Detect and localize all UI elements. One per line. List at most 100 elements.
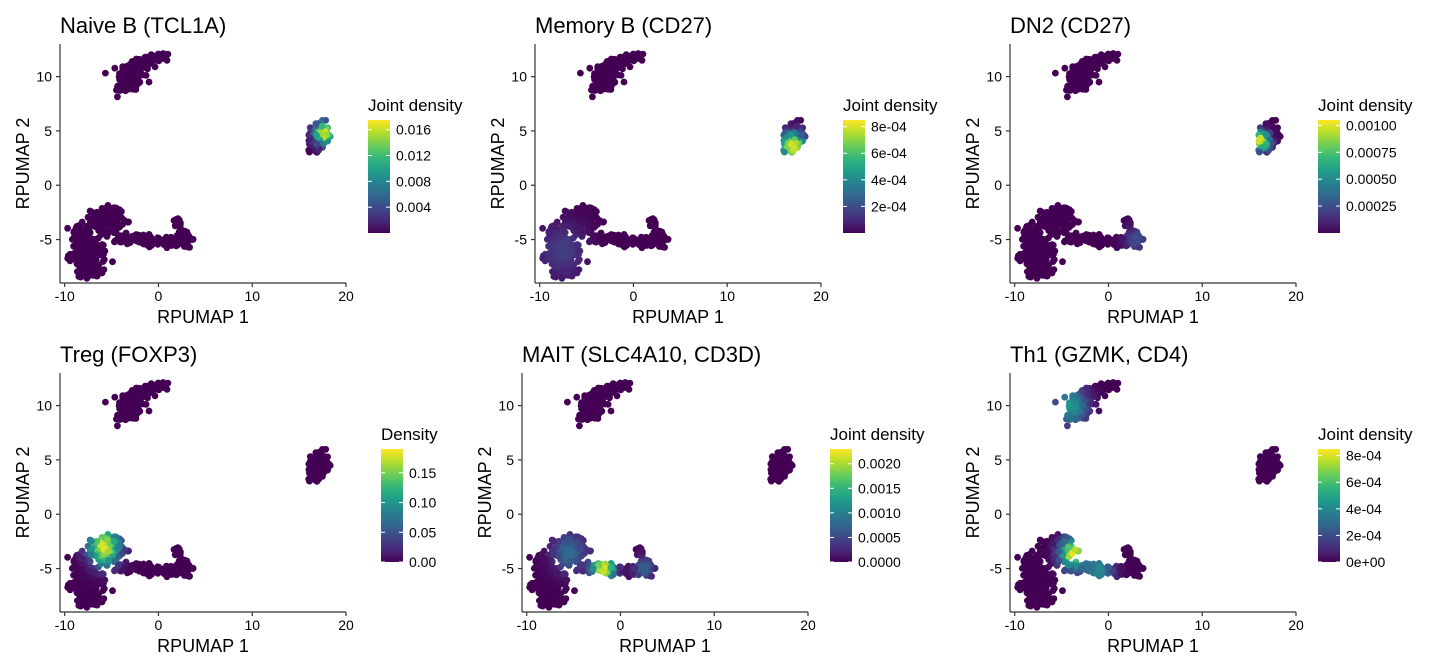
data-point [613,239,621,246]
data-point [1027,231,1035,239]
data-point [550,545,558,553]
x-tick-label: 20 [1288,288,1304,304]
data-point [1098,241,1105,249]
data-point [114,93,121,101]
data-point [579,219,587,227]
y-tick-label: 0 [44,506,52,522]
data-point [115,233,122,240]
data-point [151,392,159,400]
data-point [306,453,314,460]
y-axis-label: RPUMAP 2 [13,447,33,539]
data-point [594,384,602,392]
data-point [573,393,581,401]
data-point [133,232,141,240]
data-point [169,565,176,573]
data-point [172,571,180,579]
y-tick-label: 5 [44,123,52,139]
data-point [617,72,625,79]
data-point [189,564,197,572]
chart-title: Memory B (CD27) [535,13,712,38]
data-point [96,267,103,275]
data-point [1092,72,1100,79]
data-point [619,59,627,66]
legend-tick-label: 0.10 [409,495,436,511]
x-axis-label: RPUMAP 1 [157,307,249,327]
y-tick-label: 10 [511,69,527,85]
data-point [568,208,576,216]
data-point [1090,64,1098,71]
data-point [576,247,584,255]
y-tick-label: 0 [519,177,527,193]
data-point [1025,252,1033,260]
data-point [155,563,163,571]
data-point [148,241,156,249]
data-point [164,50,172,58]
data-point [603,72,611,80]
data-point [105,228,113,235]
data-point [652,219,659,227]
x-tick-label: -10 [1005,288,1025,304]
data-point [1059,258,1066,266]
data-point [1048,241,1056,248]
legend-tick-label: 0.016 [396,122,431,138]
data-point [656,234,664,241]
data-point [632,52,640,59]
data-point [115,214,122,222]
data-point [1127,219,1134,227]
data-point [661,243,668,251]
data-point [1088,239,1096,246]
data-point [534,566,542,574]
data-point [157,52,165,59]
data-point [619,381,627,388]
data-point [115,543,122,551]
umap-panel: DN2 (CD27) -10 0 10 20 -5 0 5 10 RPUMAP 1 RPUMAP 2… [950,0,1425,330]
data-point [104,219,112,227]
data-point [774,449,782,457]
legend-tick-label: 0.012 [396,148,431,164]
data-point [596,80,603,87]
data-point [561,587,569,594]
data-point [547,237,555,245]
data-point [1028,218,1036,226]
data-point [526,553,533,561]
data-point [533,559,541,567]
data-point [111,393,119,401]
data-point [71,230,79,238]
legend-tick-label: 0.004 [396,199,431,215]
legend-tick-label: 0.15 [409,465,436,481]
data-point [186,572,194,580]
data-point [83,603,91,611]
data-point [75,581,83,589]
data-point [127,236,135,244]
data-point [90,570,98,577]
data-point [98,241,106,248]
data-point [626,379,634,387]
y-tick-label: 5 [44,452,52,468]
data-point [1040,252,1048,260]
data-point [1038,267,1046,275]
data-point [558,274,566,282]
data-point [74,597,81,604]
data-point [1061,64,1069,72]
x-tick-label: 20 [338,617,354,633]
data-points [64,50,334,282]
data-point [1119,236,1126,244]
data-point [620,78,628,86]
y-tick-label: 0 [44,177,52,193]
data-point [64,224,71,232]
x-tick-label: 10 [244,288,260,304]
data-point [563,208,571,216]
data-point [768,477,775,485]
data-point [122,414,130,422]
data-point [88,596,96,604]
data-point [580,228,588,235]
data-point [1131,234,1139,241]
x-tick-label: 0 [1105,288,1113,304]
legend-tick-label: 0.00050 [1346,171,1397,187]
data-point [552,581,560,589]
data-point [312,449,320,457]
y-axis-label: RPUMAP 2 [963,118,983,210]
